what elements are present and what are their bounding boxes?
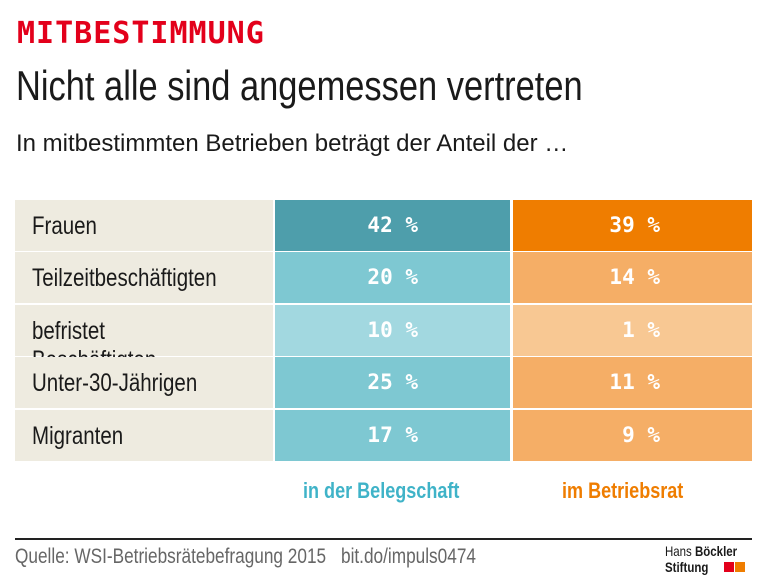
value-belegschaft: 20 % xyxy=(367,265,418,290)
row-label: Unter-30-Jährigen xyxy=(15,357,273,409)
table-row: Frauen 42 % 39 % xyxy=(15,200,752,251)
value-belegschaft: 10 % xyxy=(367,317,418,342)
table-row: befristet Beschäftigten 10 % 1 % xyxy=(15,304,752,374)
title-text: Nicht alle sind angemessen vertreten xyxy=(16,62,583,109)
logo-orange-square xyxy=(735,562,745,572)
row-label: Migranten xyxy=(15,409,273,461)
cell-belegschaft: 17 % xyxy=(275,409,510,461)
table-row: Migranten 17 % 9 % xyxy=(15,409,752,461)
row-label-text: Teilzeitbeschäftigten xyxy=(32,264,217,293)
source-text: Quelle: WSI-Betriebsrätebefragung 2015 xyxy=(15,545,327,568)
cell-belegschaft: 20 % xyxy=(275,252,510,304)
footer-divider xyxy=(15,538,752,540)
legend-betriebsrat: im Betriebsrat xyxy=(562,478,710,504)
cell-betriebsrat: 39 % xyxy=(513,200,752,251)
cell-betriebsrat: 1 % xyxy=(513,304,752,356)
source-note: Quelle: WSI-Betriebsrätebefragung 2015 xyxy=(15,545,394,569)
subtitle: In mitbestimmten Betrieben beträgt der A… xyxy=(16,130,569,157)
row-label-text: Migranten xyxy=(32,421,124,450)
value-belegschaft: 17 % xyxy=(367,422,418,447)
value-betriebsrat: 1 % xyxy=(622,317,660,342)
table-row: Unter-30-Jährigen 25 % 11 % xyxy=(15,357,752,409)
logo-boeckler: Böckler xyxy=(694,543,738,559)
kicker: MITBESTIMMUNG xyxy=(17,16,265,51)
row-label-text: Frauen xyxy=(32,212,97,240)
cell-betriebsrat: 9 % xyxy=(513,409,752,461)
cell-belegschaft: 25 % xyxy=(275,357,510,409)
value-betriebsrat: 9 % xyxy=(622,422,660,447)
logo-hans: Hans xyxy=(665,543,695,559)
table-row: Teilzeitbeschäftigten 20 % 14 % xyxy=(15,252,752,304)
logo-line2: Stiftung xyxy=(665,559,718,575)
row-label: befristet Beschäftigten xyxy=(15,304,273,374)
value-belegschaft: 25 % xyxy=(367,370,418,395)
row-label-text: Unter-30-Jährigen xyxy=(32,369,198,398)
legend-belegschaft: in der Belegschaft xyxy=(303,478,494,504)
value-betriebsrat: 11 % xyxy=(609,370,660,395)
row-label: Frauen xyxy=(15,200,273,251)
logo-red-square xyxy=(724,562,734,572)
cell-betriebsrat: 11 % xyxy=(513,357,752,409)
row-label: Teilzeitbeschäftigten xyxy=(15,252,273,304)
cell-betriebsrat: 14 % xyxy=(513,252,752,304)
legend-betriebsrat-text: im Betriebsrat xyxy=(562,478,684,503)
value-belegschaft: 42 % xyxy=(367,213,418,237)
cell-belegschaft: 42 % xyxy=(275,200,510,251)
logo-line1: Hans Böckler xyxy=(665,543,753,559)
legend-belegschaft-text: in der Belegschaft xyxy=(303,478,460,503)
source-link-text[interactable]: bit.do/impuls0474 xyxy=(341,545,476,568)
cell-belegschaft: 10 % xyxy=(275,304,510,356)
value-betriebsrat: 39 % xyxy=(609,213,660,237)
source-link[interactable]: bit.do/impuls0474 xyxy=(341,545,506,569)
logo-stiftung: Stiftung xyxy=(665,559,709,575)
page-title: Nicht alle sind angemessen vertreten xyxy=(16,62,707,110)
value-betriebsrat: 14 % xyxy=(609,265,660,290)
